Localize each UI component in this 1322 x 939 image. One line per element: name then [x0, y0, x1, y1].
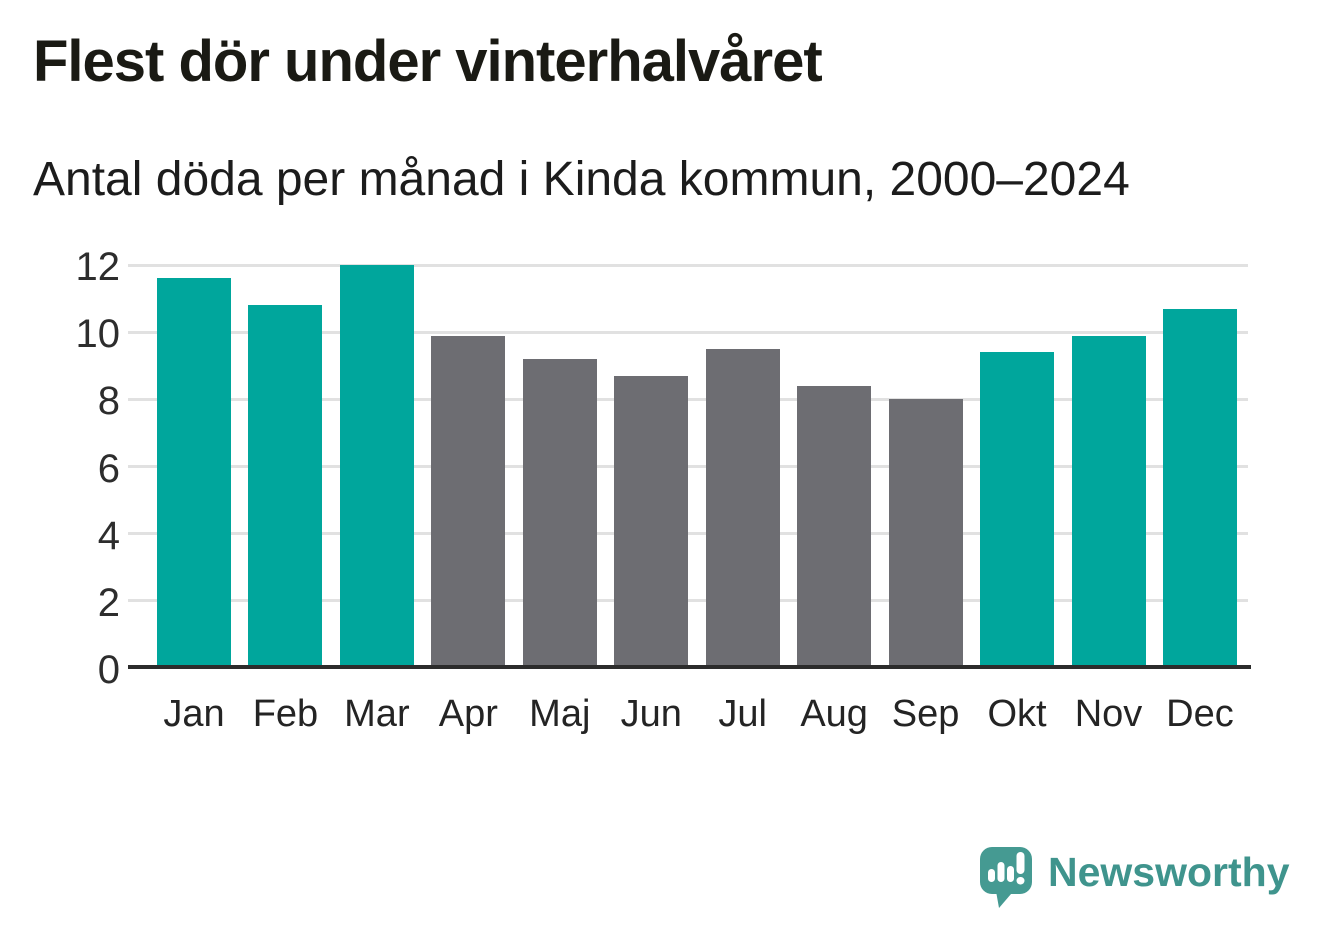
x-tick-label-jul: Jul — [718, 693, 767, 735]
gridline-12 — [128, 263, 1248, 267]
y-tick-label-4: 4 — [97, 513, 120, 558]
bar-maj — [522, 359, 597, 668]
y-tick-label-12: 12 — [75, 245, 121, 289]
bar-mar — [339, 265, 414, 668]
bar-jan — [157, 278, 231, 668]
y-tick-label-10: 10 — [75, 312, 121, 357]
x-tick-label-mar: Mar — [344, 693, 410, 735]
bar-feb — [248, 305, 323, 668]
bar-dec — [1162, 308, 1237, 668]
newsworthy-logo-icon — [980, 847, 1032, 908]
y-tick-label-8: 8 — [97, 379, 120, 424]
x-tick-label-jun: Jun — [620, 693, 682, 735]
y-tick-label-2: 2 — [97, 580, 120, 625]
x-tick-label-apr: Apr — [438, 693, 498, 735]
x-tick-label-okt: Okt — [987, 693, 1047, 735]
chart-title: Flest dör under vinterhalvåret — [33, 29, 823, 94]
y-tick-label-6: 6 — [97, 446, 120, 491]
gridline-10 — [128, 330, 1248, 334]
bar-apr — [431, 335, 506, 668]
y-tick-label-0: 0 — [97, 648, 120, 692]
x-tick-label-maj: Maj — [529, 693, 591, 735]
bar-jul — [705, 348, 780, 668]
chart-subtitle: Antal döda per månad i Kinda kommun, 200… — [33, 153, 1130, 206]
x-tick-label-dec: Dec — [1166, 693, 1234, 735]
bar-jun — [614, 375, 689, 668]
x-tick-label-nov: Nov — [1074, 693, 1143, 735]
bar-nov — [1071, 335, 1146, 668]
bar-aug — [797, 385, 872, 668]
bar-sep — [888, 399, 963, 668]
bar-okt — [980, 352, 1055, 668]
x-tick-label-feb: Feb — [252, 693, 319, 735]
x-axis-line — [128, 665, 1251, 669]
newsworthy-logo: Newsworthy — [980, 847, 1290, 911]
x-tick-label-jan: Jan — [163, 693, 225, 735]
x-tick-label-sep: Sep — [891, 693, 960, 735]
newsworthy-logo-text: Newsworthy — [1048, 849, 1290, 895]
x-tick-label-aug: Aug — [800, 693, 868, 735]
